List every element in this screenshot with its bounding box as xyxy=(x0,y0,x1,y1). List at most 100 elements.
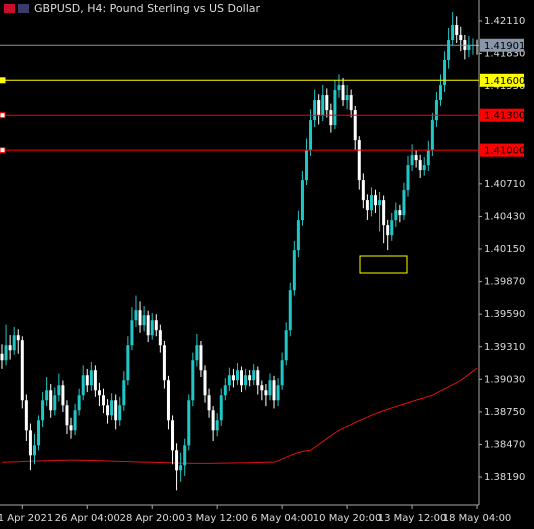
candle-body xyxy=(211,410,215,431)
candle-body xyxy=(329,110,333,126)
x-tick-label: 3 May 12:00 xyxy=(186,513,248,524)
candle-body xyxy=(57,385,61,396)
candle-body xyxy=(402,190,406,216)
candle-body xyxy=(37,420,41,446)
candle-body xyxy=(8,345,12,351)
candle-body xyxy=(126,345,130,381)
x-tick-label: 10 May 20:00 xyxy=(313,513,382,524)
candle-body xyxy=(69,425,73,431)
candle-body xyxy=(203,370,207,396)
candle-body xyxy=(459,35,463,41)
candle-body xyxy=(20,340,24,401)
candle-body xyxy=(97,390,101,396)
candle-body xyxy=(171,420,175,451)
candle-body xyxy=(418,160,422,171)
candle-body xyxy=(305,150,308,181)
candle-body xyxy=(16,335,20,341)
y-tick-label: 1.38470 xyxy=(484,439,525,450)
x-tick-label: 26 Apr 04:00 xyxy=(55,513,120,524)
candle-body xyxy=(447,40,451,61)
candle-body xyxy=(110,400,114,416)
x-tick-label: 21 Apr 2021 xyxy=(0,513,53,524)
y-tick-label: 1.40150 xyxy=(484,244,525,255)
candle-body xyxy=(138,310,142,326)
candle-body xyxy=(118,405,122,421)
price-level-handle xyxy=(0,77,6,84)
candle-body xyxy=(378,200,382,206)
candle-body xyxy=(130,320,134,346)
candle-body xyxy=(398,210,402,216)
symbol-icon xyxy=(4,4,29,13)
candle-body xyxy=(443,60,447,86)
price-level-handle xyxy=(0,147,6,154)
candle-body xyxy=(321,95,325,116)
x-tick-label: 6 May 04:00 xyxy=(251,513,313,524)
candle-body xyxy=(49,390,53,411)
y-tick-label: 1.40710 xyxy=(484,179,525,190)
x-tick-label: 13 May 12:00 xyxy=(378,513,447,524)
y-tick-label: 1.39870 xyxy=(484,277,525,288)
candle-body xyxy=(382,200,386,226)
price-level-label: 1.41600 xyxy=(484,76,525,87)
candle-body xyxy=(406,165,410,191)
y-tick-label: 1.40430 xyxy=(484,211,525,222)
price-level-tag xyxy=(480,143,524,157)
candle-body xyxy=(89,370,93,386)
candle-body xyxy=(187,400,191,446)
candle-body xyxy=(146,315,150,336)
candle-body xyxy=(284,330,288,361)
candle-body xyxy=(215,420,219,431)
candle-body xyxy=(65,405,69,426)
price-level-label: 1.41300 xyxy=(484,111,525,122)
y-tick-label: 1.39310 xyxy=(484,342,525,353)
y-tick-label: 1.41830 xyxy=(484,49,525,60)
price-level-label: 1.41901 xyxy=(484,41,525,52)
candle-body xyxy=(288,290,292,331)
candle-body xyxy=(183,445,187,466)
price-level-label: 1.41000 xyxy=(484,146,525,157)
candle-body xyxy=(296,220,300,251)
candle-body xyxy=(260,385,264,391)
candle-body xyxy=(240,370,244,386)
candle-body xyxy=(114,400,118,421)
price-level-handle xyxy=(0,112,6,119)
candle-body xyxy=(313,100,317,121)
candle-body xyxy=(390,220,394,236)
candle-body xyxy=(434,100,438,121)
candle-body xyxy=(122,380,126,406)
candle-body xyxy=(414,155,418,161)
x-tick-label: 18 May 04:00 xyxy=(443,513,512,524)
y-tick-label: 1.39030 xyxy=(484,374,525,385)
candle-body xyxy=(158,330,162,346)
candle-body xyxy=(235,370,239,381)
candle-body xyxy=(32,445,36,456)
candle-body xyxy=(227,375,231,386)
y-tick-label: 1.38750 xyxy=(484,407,525,418)
candle-body xyxy=(77,395,81,411)
highlight-box xyxy=(359,255,408,274)
candle-body xyxy=(0,353,4,361)
candle-body xyxy=(219,395,223,421)
candle-body xyxy=(231,375,235,381)
candle-body xyxy=(106,405,110,416)
price-level-tag xyxy=(480,38,524,52)
candle-body xyxy=(280,360,284,386)
candle-body xyxy=(349,95,353,111)
candle-body xyxy=(430,120,434,151)
candle-body xyxy=(317,100,321,116)
candle-body xyxy=(85,375,89,386)
candle-body xyxy=(438,85,442,101)
y-tick-label: 1.38190 xyxy=(484,472,525,483)
candle-body xyxy=(142,315,146,326)
flag-gb xyxy=(4,4,15,13)
candle-body xyxy=(451,25,455,41)
price-level-tag xyxy=(480,73,524,87)
candle-body xyxy=(276,385,280,401)
candle-body xyxy=(195,345,199,361)
candle-body xyxy=(154,320,158,331)
candle-body xyxy=(102,395,105,406)
candle-body xyxy=(256,370,260,386)
candle-body xyxy=(93,370,97,391)
